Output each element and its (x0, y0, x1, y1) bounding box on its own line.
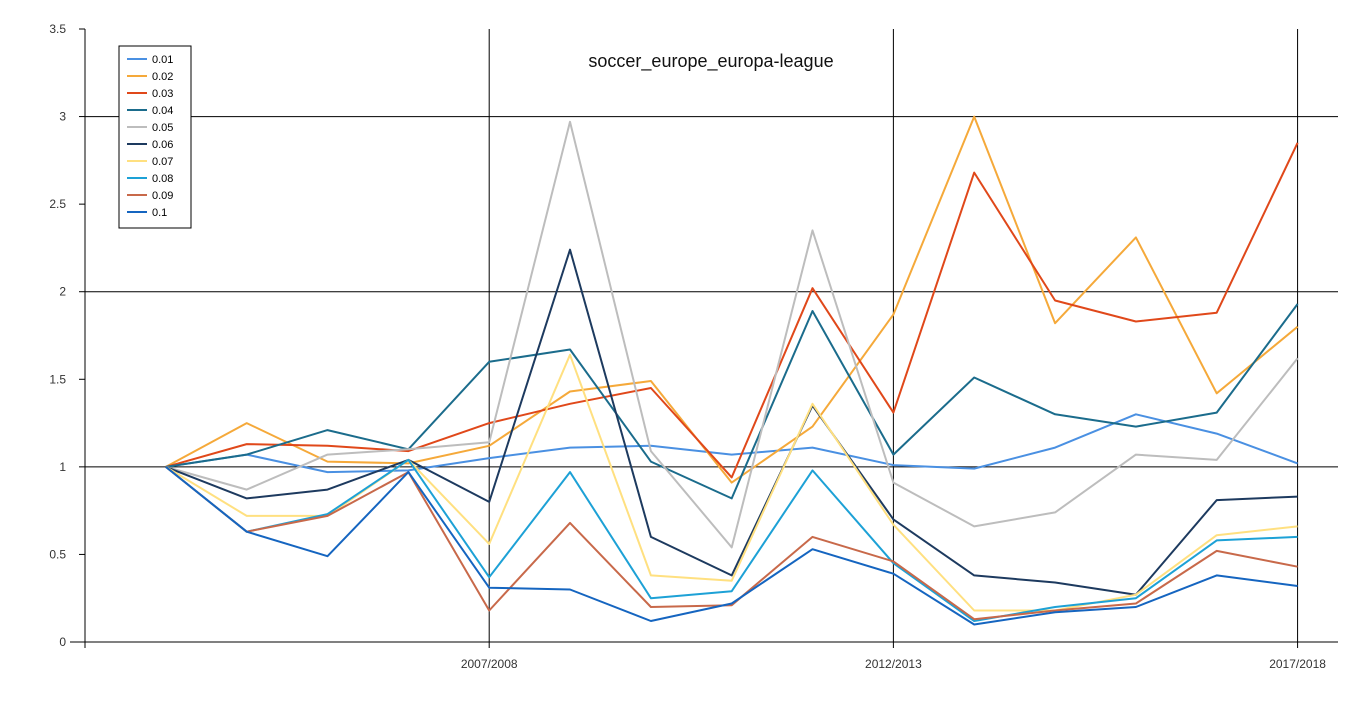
series-line-0.05 (165, 120, 1299, 549)
legend-label: 0.02 (152, 71, 173, 83)
x-tick-label: 2012/2013 (865, 657, 922, 671)
y-tick-label: 2 (59, 285, 66, 299)
legend-label: 0.1 (152, 207, 167, 219)
legend-label: 0.01 (152, 54, 173, 66)
y-tick-label: 3 (59, 110, 66, 124)
series-line-0.09 (165, 466, 1298, 621)
grid-lines (85, 29, 1338, 642)
legend-label: 0.04 (152, 105, 173, 117)
legend-label: 0.05 (152, 122, 173, 134)
y-tick-label: 0 (59, 635, 66, 649)
x-tick-label: 2007/2008 (461, 657, 518, 671)
y-tick-label: 3.5 (49, 22, 66, 36)
legend: 0.01 0.02 0.03 0.04 0.05 0.06 0.07 0.08 0.09 0.1 (118, 45, 192, 229)
series-line-0.01 (165, 413, 1298, 474)
axes: 0 0.5 1 1.5 2 2.5 3 3.5 2007/2008 2012/2013 2017/2… (49, 22, 1338, 671)
legend-label: 0.07 (152, 156, 173, 168)
x-tick-label: 2017/2018 (1269, 657, 1326, 671)
series-line-0.06 (165, 248, 1298, 596)
y-tick-label: 1 (59, 460, 66, 474)
chart-title: soccer_europe_europa-league (588, 51, 833, 72)
legend-label: 0.06 (152, 139, 173, 151)
series-line-0.02 (165, 115, 1299, 484)
series-line-0.1 (165, 466, 1298, 626)
y-tick-label: 2.5 (49, 197, 66, 211)
legend-label: 0.03 (152, 88, 173, 100)
y-tick-label: 1.5 (49, 372, 66, 386)
series-line-0.08 (165, 458, 1298, 622)
legend-label: 0.08 (152, 173, 173, 185)
series-line-0.03 (165, 142, 1299, 479)
legend-label: 0.09 (152, 190, 173, 202)
series-line-0.04 (165, 303, 1299, 500)
series-lines (165, 115, 1299, 626)
y-tick-label: 0.5 (49, 547, 66, 561)
